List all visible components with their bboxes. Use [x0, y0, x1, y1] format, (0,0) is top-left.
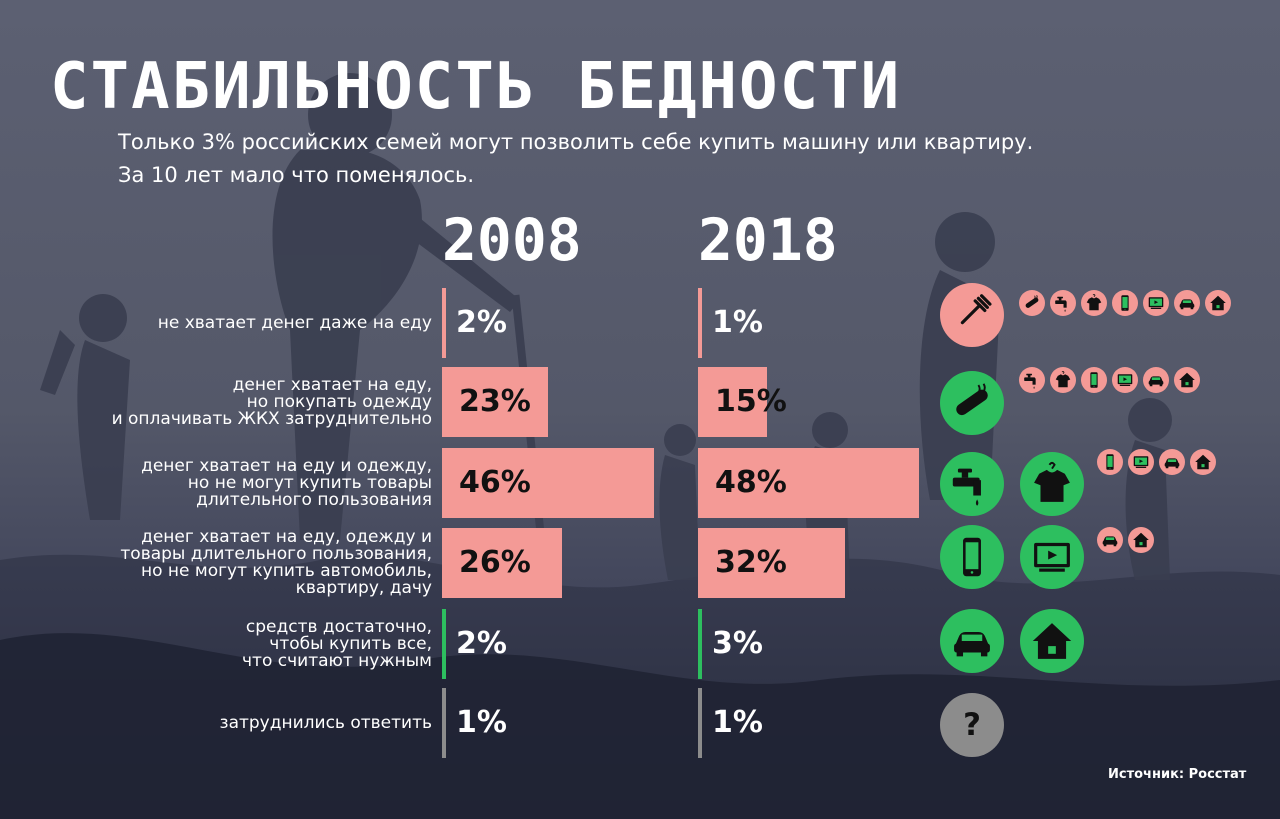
tv-icon: [1020, 525, 1084, 589]
shirt-icon: [1050, 367, 1076, 393]
phone-icon: [1097, 449, 1123, 475]
category-label-line: но не могут купить товары: [187, 472, 432, 493]
category-label-line: денег хватает на еду, одежду и: [141, 527, 432, 547]
bar-value-label: 2%: [456, 305, 507, 340]
faucet-icon: [1019, 367, 1045, 393]
category-label-line: средств достаточно,: [245, 616, 432, 637]
category-label: денег хватает на еду, одежду и товары дли…: [30, 528, 432, 598]
bar: [698, 448, 919, 518]
faucet-icon: [940, 452, 1004, 516]
category-label-line: но не могут купить автомобиль,: [140, 561, 432, 581]
house-icon: [1190, 449, 1216, 475]
page-title: СТАБИЛЬНОСТЬ БЕДНОСТИ: [50, 50, 902, 124]
tv-icon: [1143, 290, 1169, 316]
category-label-line: затруднились ответить: [219, 712, 432, 733]
category-label: средств достаточно, чтобы купить все, что …: [30, 609, 432, 679]
bar-value-label: 23%: [459, 384, 531, 419]
bar-value-label: 1%: [712, 305, 763, 340]
bar-value-label: 46%: [459, 465, 531, 500]
phone-icon: [1112, 290, 1138, 316]
bar-value-label: 48%: [715, 465, 787, 500]
category-label-line: но покупать одежду: [246, 391, 432, 412]
house-icon: [1020, 609, 1084, 673]
category-label-line: и оплачивать ЖКХ затруднительно: [111, 408, 432, 429]
car-icon: [1159, 449, 1185, 475]
category-label-line: чтобы купить все,: [269, 633, 432, 654]
sausage-icon: [1019, 290, 1045, 316]
question-icon: ?: [940, 693, 1004, 757]
bar: [698, 288, 702, 358]
category-label-line: товары длительного пользования,: [120, 544, 432, 564]
tv-icon: [1112, 367, 1138, 393]
phone-icon: [940, 525, 1004, 589]
bar-value-label: 3%: [712, 626, 763, 661]
source-note: Источник: Росстат: [1108, 767, 1247, 782]
bar-value-label: 15%: [715, 384, 787, 419]
year-label-2018: 2018: [698, 206, 838, 274]
category-label: денег хватает на еду, но покупать одежду и…: [30, 367, 432, 437]
bar-value-label: 1%: [712, 705, 763, 740]
sausage-icon: [940, 371, 1004, 435]
faucet-icon: [1050, 290, 1076, 316]
bar: [442, 609, 446, 679]
car-icon: [940, 609, 1004, 673]
category-label: затруднились ответить: [30, 688, 432, 758]
bar: [698, 367, 767, 437]
house-icon: [1128, 527, 1154, 553]
svg-text:?: ?: [963, 707, 981, 743]
year-label-2008: 2008: [442, 206, 582, 274]
fork-icon: [940, 283, 1004, 347]
category-label-line: денег хватает на еду и одежду,: [141, 455, 432, 476]
shirt-icon: [1081, 290, 1107, 316]
bar-value-label: 32%: [715, 545, 787, 580]
bar: [442, 367, 548, 437]
category-label: не хватает денег даже на еду: [30, 288, 432, 358]
car-icon: [1174, 290, 1200, 316]
category-label-line: длительного пользования: [196, 489, 432, 510]
category-label-line: квартиру, дачу: [295, 578, 432, 598]
bar: [442, 288, 446, 358]
tv-icon: [1128, 449, 1154, 475]
bar: [442, 688, 446, 758]
phone-icon: [1081, 367, 1107, 393]
car-icon: [1143, 367, 1169, 393]
bar: [698, 528, 845, 598]
bar: [442, 448, 654, 518]
category-label-line: что считают нужным: [242, 650, 432, 671]
house-icon: [1205, 290, 1231, 316]
category-label: денег хватает на еду и одежду, но не могу…: [30, 448, 432, 518]
bar: [698, 609, 702, 679]
category-label-line: не хватает денег даже на еду: [157, 312, 432, 333]
car-icon: [1097, 527, 1123, 553]
subtitle-line-1: Только 3% российских семей могут позволи…: [118, 130, 1034, 154]
house-icon: [1174, 367, 1200, 393]
shirt-icon: [1020, 452, 1084, 516]
bar-value-label: 26%: [459, 545, 531, 580]
bar-value-label: 1%: [456, 705, 507, 740]
category-label-line: денег хватает на еду,: [232, 374, 432, 395]
bar: [442, 528, 562, 598]
bar-value-label: 2%: [456, 626, 507, 661]
bar: [698, 688, 702, 758]
subtitle-line-2: За 10 лет мало что поменялось.: [118, 163, 475, 187]
